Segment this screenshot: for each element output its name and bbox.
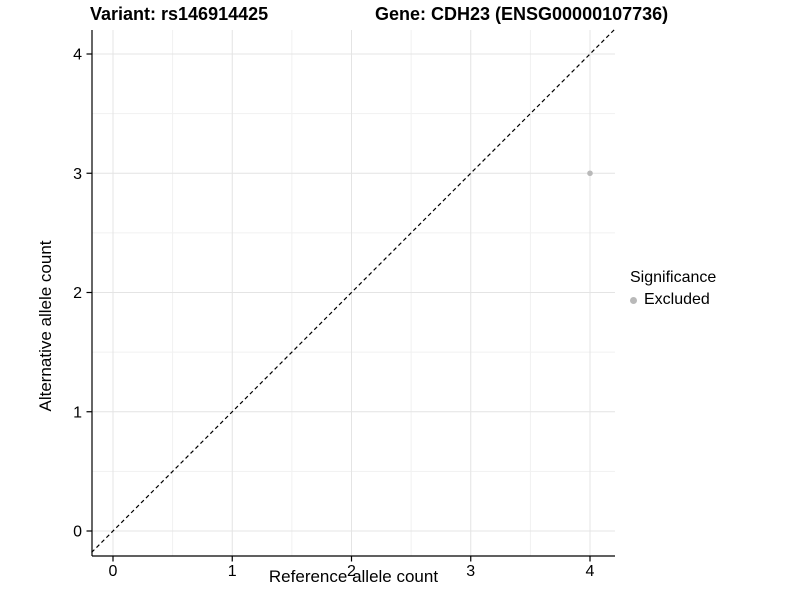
identity-dashed-line [91, 28, 616, 553]
y-tick-label: 2 [73, 285, 82, 302]
y-axis-title: Alternative allele count [36, 240, 55, 412]
y-tick-label: 4 [73, 47, 82, 64]
x-tick-label: 2 [347, 563, 356, 580]
legend-entry: Excluded [630, 291, 716, 309]
x-tick-label: 3 [466, 563, 475, 580]
legend-title: Significance [630, 269, 717, 286]
data-point [587, 170, 593, 177]
y-tick-label: 3 [73, 166, 82, 183]
variant-title: Variant: rs146914425 [90, 4, 269, 24]
y-tick-label: 1 [73, 404, 82, 421]
legend-entries: Excluded [630, 291, 716, 309]
gene-title: Gene: CDH23 (ENSG00000107736) [375, 4, 669, 24]
legend-point-swatch [630, 296, 637, 304]
x-axis-title: Reference allele count [268, 567, 439, 586]
legend-entry-label: Excluded [644, 291, 710, 308]
y-tick-label: 0 [73, 524, 82, 541]
x-tick-label: 1 [228, 563, 237, 580]
legend: Significance Excluded [630, 269, 716, 309]
x-tick-label: 0 [109, 563, 118, 580]
x-tick-label: 4 [586, 563, 595, 580]
